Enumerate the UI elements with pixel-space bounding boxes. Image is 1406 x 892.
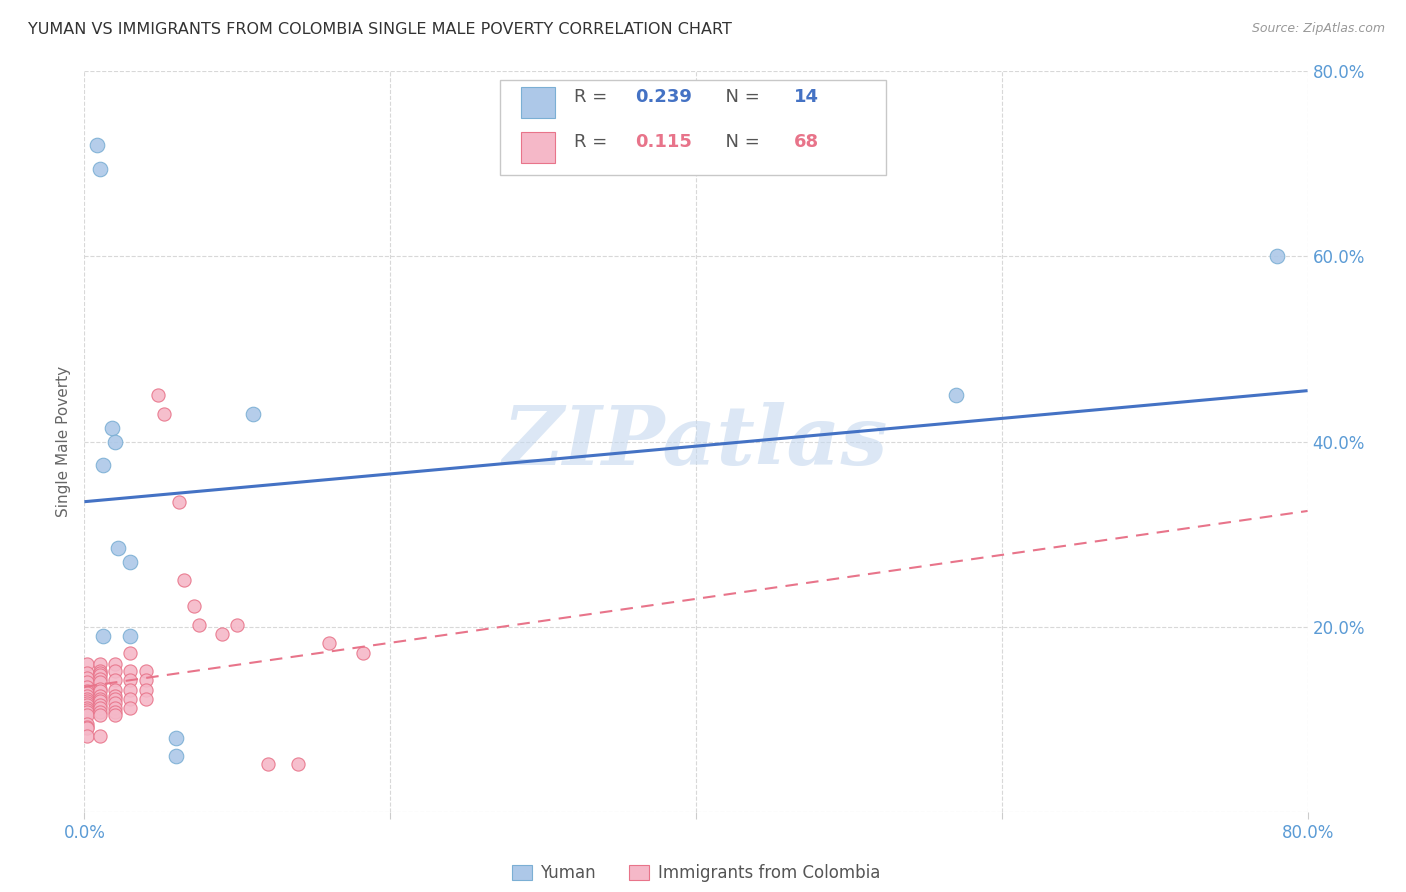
Point xyxy=(226,617,249,632)
Point xyxy=(104,689,127,703)
Point xyxy=(89,657,111,671)
Point xyxy=(135,664,157,678)
FancyBboxPatch shape xyxy=(522,132,555,163)
Point xyxy=(89,691,111,706)
Text: R =: R = xyxy=(574,88,613,106)
Point xyxy=(89,689,111,703)
Point xyxy=(76,716,98,731)
Point xyxy=(76,686,98,700)
Point xyxy=(104,657,127,671)
Point xyxy=(89,705,111,719)
Point xyxy=(76,657,98,671)
Point xyxy=(173,574,195,588)
Point xyxy=(104,682,127,697)
Point xyxy=(76,705,98,719)
Point xyxy=(120,691,142,706)
Point xyxy=(167,494,190,508)
Point xyxy=(76,729,98,743)
Point xyxy=(104,701,127,715)
Text: R =: R = xyxy=(574,134,619,152)
Point xyxy=(76,722,98,736)
Point xyxy=(104,696,127,710)
Point xyxy=(153,407,176,421)
Point xyxy=(135,691,157,706)
Point xyxy=(165,731,187,745)
Point xyxy=(257,756,280,771)
Point xyxy=(242,407,264,421)
Point xyxy=(76,684,98,698)
Point xyxy=(188,617,211,632)
Text: ZIPatlas: ZIPatlas xyxy=(503,401,889,482)
Point xyxy=(89,698,111,713)
Point xyxy=(91,629,114,643)
Point xyxy=(76,691,98,706)
Point xyxy=(120,673,142,688)
Text: N =: N = xyxy=(714,134,766,152)
Point xyxy=(104,707,127,722)
Point xyxy=(76,689,98,703)
Point xyxy=(104,691,127,706)
Point xyxy=(211,627,233,641)
Point xyxy=(76,703,98,717)
Point xyxy=(1265,250,1288,264)
Point xyxy=(120,664,142,678)
Point xyxy=(76,720,98,734)
Point xyxy=(945,388,967,402)
Point xyxy=(104,705,127,719)
Point xyxy=(76,671,98,685)
Point xyxy=(76,707,98,722)
Point xyxy=(89,664,111,678)
Point xyxy=(89,701,111,715)
Point xyxy=(183,599,205,614)
Point xyxy=(104,434,127,449)
Point xyxy=(352,646,374,660)
Text: 68: 68 xyxy=(794,134,818,152)
Point xyxy=(135,673,157,688)
Point xyxy=(76,694,98,708)
Text: N =: N = xyxy=(714,88,766,106)
Point xyxy=(101,420,124,434)
Point xyxy=(76,698,98,713)
Point xyxy=(120,701,142,715)
Point xyxy=(165,749,187,764)
Point xyxy=(89,684,111,698)
Point xyxy=(76,665,98,680)
Point xyxy=(86,138,108,153)
Point xyxy=(76,701,98,715)
Point xyxy=(89,729,111,743)
Point xyxy=(120,555,142,569)
Point xyxy=(89,707,111,722)
Point xyxy=(146,388,169,402)
Text: 14: 14 xyxy=(794,88,818,106)
Text: 0.115: 0.115 xyxy=(636,134,692,152)
Point xyxy=(91,458,114,472)
Point xyxy=(89,694,111,708)
Point xyxy=(89,665,111,680)
Text: 0.239: 0.239 xyxy=(636,88,692,106)
Point xyxy=(120,629,142,643)
FancyBboxPatch shape xyxy=(501,80,886,175)
Point xyxy=(135,682,157,697)
Point xyxy=(89,681,111,696)
Point xyxy=(76,696,98,710)
Legend: Yuman, Immigrants from Colombia: Yuman, Immigrants from Colombia xyxy=(505,857,887,888)
Point xyxy=(287,756,309,771)
Point xyxy=(318,636,340,650)
Point xyxy=(120,646,142,660)
Text: YUMAN VS IMMIGRANTS FROM COLOMBIA SINGLE MALE POVERTY CORRELATION CHART: YUMAN VS IMMIGRANTS FROM COLOMBIA SINGLE… xyxy=(28,22,733,37)
FancyBboxPatch shape xyxy=(522,87,555,118)
Point xyxy=(89,161,111,176)
Point xyxy=(120,682,142,697)
Point xyxy=(104,664,127,678)
Point xyxy=(89,667,111,681)
Point xyxy=(104,673,127,688)
Point xyxy=(89,673,111,687)
Point xyxy=(89,675,111,690)
Point xyxy=(76,680,98,694)
Y-axis label: Single Male Poverty: Single Male Poverty xyxy=(56,366,72,517)
Text: Source: ZipAtlas.com: Source: ZipAtlas.com xyxy=(1251,22,1385,36)
Point xyxy=(76,675,98,690)
Point xyxy=(107,541,129,555)
